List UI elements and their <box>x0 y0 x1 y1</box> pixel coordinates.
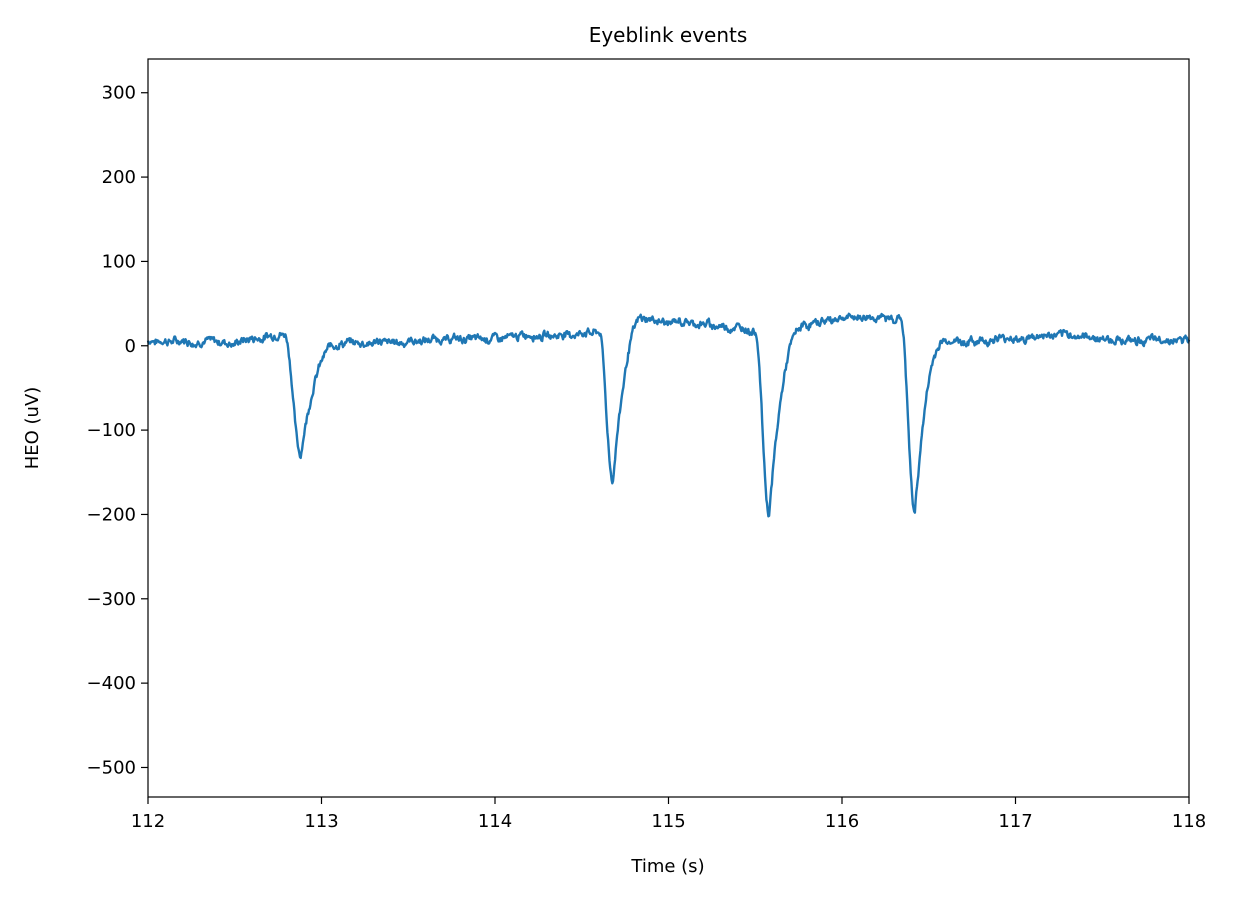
x-tick-label: 115 <box>651 811 685 832</box>
x-axis-label: Time (s) <box>630 856 704 877</box>
y-tick-label: −300 <box>87 589 136 610</box>
y-tick-label: −200 <box>87 504 136 525</box>
y-tick-label: 200 <box>102 167 136 188</box>
y-axis-label: HEO (uV) <box>22 387 43 470</box>
y-tick-label: 0 <box>125 336 136 357</box>
y-tick-label: 100 <box>102 251 136 272</box>
heo-signal-line <box>146 312 1191 518</box>
chart-title: Eyeblink events <box>589 23 748 47</box>
x-tick-label: 114 <box>478 811 512 832</box>
y-tick-label: −400 <box>87 673 136 694</box>
y-axis-ticks: 300 200 100 0 −100 −200 −300 −400 −500 <box>87 83 148 778</box>
plot-area <box>146 312 1191 518</box>
x-tick-label: 113 <box>304 811 338 832</box>
y-tick-label: 300 <box>102 83 136 104</box>
x-tick-label: 112 <box>131 811 165 832</box>
y-tick-label: −100 <box>87 420 136 441</box>
x-tick-label: 116 <box>825 811 859 832</box>
x-tick-label: 117 <box>998 811 1032 832</box>
y-tick-label: −500 <box>87 757 136 778</box>
x-tick-label: 118 <box>1172 811 1206 832</box>
x-axis-ticks: 112 113 114 115 116 117 118 <box>131 797 1206 832</box>
